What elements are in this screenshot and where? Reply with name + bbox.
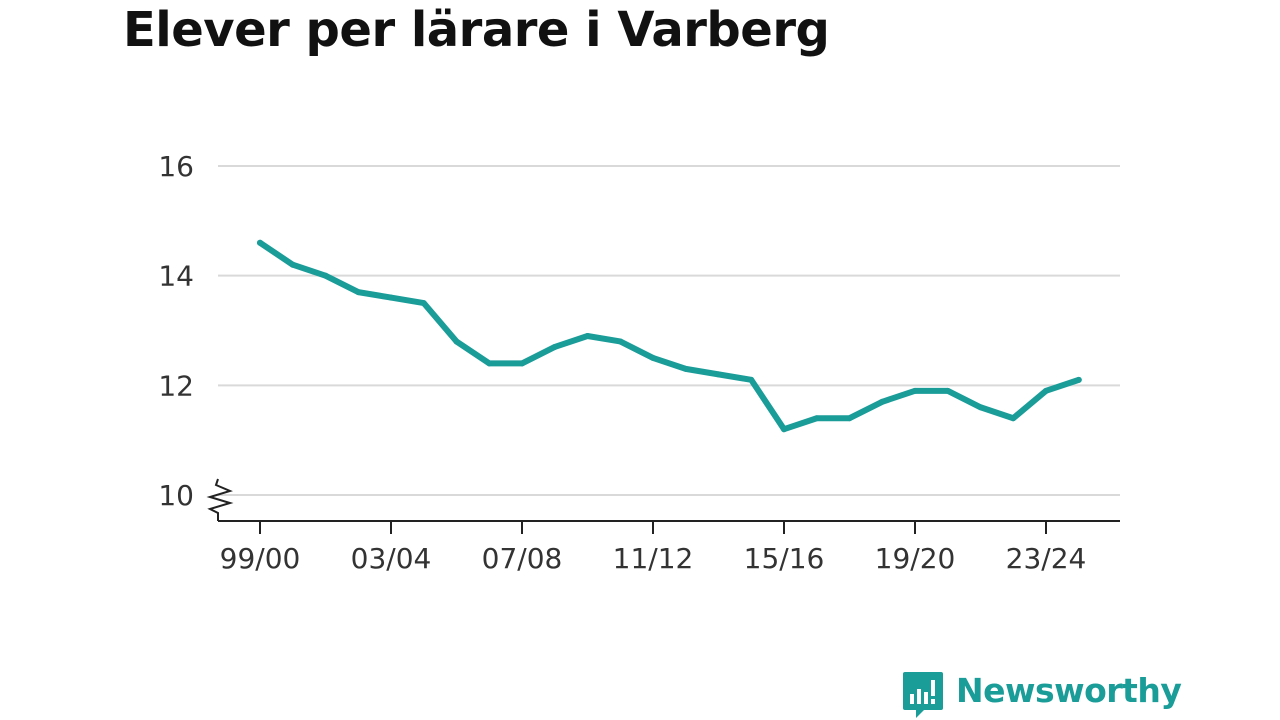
data-point — [584, 332, 591, 339]
page-title: Elever per lärare i Varberg — [123, 2, 830, 58]
y-tick-label: 10 — [158, 479, 194, 512]
x-axis-ticks — [259, 521, 1047, 534]
data-point — [322, 272, 329, 279]
data-point — [486, 360, 493, 367]
data-point — [682, 365, 689, 372]
newsworthy-logo[interactable]: Newsworthy — [902, 670, 1182, 720]
data-point — [453, 338, 460, 345]
data-point — [617, 338, 624, 345]
data-point — [912, 387, 918, 394]
data-point — [420, 300, 427, 307]
y-axis-labels: 10 12 14 16 — [158, 150, 194, 512]
data-point — [355, 289, 362, 296]
x-tick-label: 99/00 — [220, 542, 301, 575]
data-point — [1043, 387, 1049, 394]
axis-break-icon — [206, 478, 234, 521]
data-point — [715, 371, 722, 378]
series-line — [257, 239, 1082, 433]
data-point — [1075, 376, 1082, 383]
x-tick-label: 07/08 — [482, 542, 563, 575]
data-point — [551, 343, 558, 350]
x-tick-label: 03/04 — [351, 542, 432, 575]
data-point — [289, 261, 296, 268]
brand-name: Newsworthy — [956, 671, 1182, 710]
data-point — [748, 376, 755, 383]
series-group — [257, 239, 1082, 433]
newsworthy-logo-icon — [903, 672, 943, 718]
x-tick-label: 19/20 — [875, 542, 956, 575]
gridlines — [218, 165, 1120, 496]
data-point — [519, 360, 525, 367]
data-point — [1010, 415, 1017, 422]
x-axis-labels: 99/00 03/04 07/08 11/12 15/16 19/20 23/24 — [220, 542, 1087, 575]
data-point — [257, 239, 263, 246]
y-tick-label: 16 — [158, 150, 194, 183]
data-point — [944, 387, 951, 394]
y-tick-label: 12 — [158, 369, 194, 402]
data-point — [879, 398, 886, 405]
data-point — [977, 404, 984, 411]
y-tick-label: 14 — [158, 260, 194, 293]
data-point — [650, 354, 656, 361]
data-point — [781, 426, 787, 433]
x-tick-label: 23/24 — [1006, 542, 1087, 575]
data-point — [846, 415, 853, 422]
data-point — [813, 415, 820, 422]
x-tick-label: 11/12 — [613, 542, 694, 575]
x-tick-label: 15/16 — [744, 542, 825, 575]
data-point — [388, 294, 394, 301]
